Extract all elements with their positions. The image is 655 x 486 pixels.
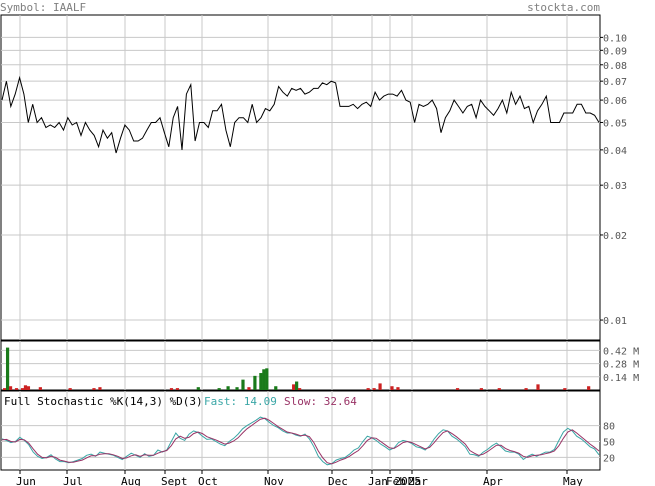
x-tick-label: Jul: [63, 475, 83, 486]
price-tick-label: 0.10: [603, 33, 627, 44]
volume-bar: [536, 384, 540, 390]
price-tick-label: 0.05: [603, 118, 627, 129]
volume-bar: [455, 388, 460, 390]
x-tick-label: Mar: [408, 475, 428, 486]
volume-bar: [169, 388, 174, 390]
stochastic-title: Full Stochastic %K(14,3) %D(3): [4, 395, 203, 408]
volume-bar: [8, 386, 13, 390]
volume-bar: [253, 375, 257, 390]
x-tick-label: Aug: [121, 475, 141, 486]
volume-bar: [5, 347, 10, 390]
volume-bar: [196, 387, 200, 390]
x-tick-label: Dec: [328, 475, 348, 486]
volume-bar: [38, 387, 42, 390]
volume-bar: [274, 386, 278, 390]
volume-bar: [587, 386, 591, 390]
volume-bar: [235, 387, 239, 390]
x-tick-label: May: [563, 475, 583, 486]
volume-bar: [20, 388, 25, 390]
symbol-label: Symbol: IAALF: [0, 1, 87, 14]
volume-bar: [390, 386, 394, 390]
volume-bar: [366, 388, 370, 390]
x-tick-label: Feb: [386, 475, 406, 486]
price-panel: [0, 14, 601, 341]
fast-label: Fast: 14.09: [204, 395, 277, 408]
volume-bar: [524, 388, 528, 390]
stochastic-tick-label: 20: [603, 453, 615, 464]
slow-label: Slow: 32.64: [284, 395, 357, 408]
price-tick-label: 0.04: [603, 146, 627, 157]
volume-bar: [14, 388, 19, 390]
price-tick-label: 0.06: [603, 96, 627, 107]
volume-bar: [295, 381, 299, 390]
volume-bar: [396, 387, 400, 390]
volume-bar: [241, 379, 245, 390]
price-tick-label: 0.09: [603, 46, 627, 57]
x-tick-label: Jun: [16, 475, 36, 486]
stochastic-tick-label: 80: [603, 422, 615, 433]
volume-bar: [92, 388, 96, 390]
price-tick-label: 0.08: [603, 61, 627, 72]
volume-bar: [226, 386, 230, 390]
volume-bar: [259, 373, 263, 390]
x-tick-label: Oct: [198, 475, 218, 486]
volume-bar: [175, 388, 180, 390]
x-tick-label: Nov: [264, 475, 284, 486]
volume-panel: [0, 340, 601, 391]
stochastic-tick-label: 50: [603, 438, 615, 449]
volume-tick-label: 0.42 M: [603, 346, 639, 357]
volume-bar: [479, 388, 483, 390]
price-tick-label: 0.03: [603, 181, 627, 192]
price-tick-label: 0.02: [603, 231, 627, 242]
stochastic-panel: [0, 390, 601, 471]
x-tick-label: Sept: [161, 475, 188, 486]
volume-tick-label: 0.14 M: [603, 373, 639, 384]
brand-link[interactable]: stockta.com: [527, 1, 600, 14]
volume-bar: [292, 384, 296, 390]
price-line: [1, 75, 600, 154]
price-tick-label: 0.01: [603, 316, 627, 327]
volume-bar: [563, 388, 567, 390]
volume-bar: [98, 387, 102, 390]
volume-bar: [378, 383, 382, 390]
volume-bar: [247, 387, 251, 390]
volume-bar: [298, 388, 302, 390]
volume-bar: [262, 369, 266, 390]
x-tick-label: Jan 2025: [368, 475, 421, 486]
volume-bar: [265, 368, 269, 390]
volume-tick-label: 0.28 M: [603, 360, 639, 371]
volume-bar: [497, 388, 501, 390]
volume-bar: [217, 388, 221, 390]
volume-bar: [23, 385, 28, 390]
volume-bar: [68, 388, 72, 390]
slow-line: [1, 417, 600, 465]
volume-bar: [372, 388, 376, 390]
volume-bar: [26, 386, 31, 390]
price-tick-label: 0.07: [603, 77, 627, 88]
volume-bar: [3, 388, 7, 390]
x-tick-label: Apr: [483, 475, 503, 486]
